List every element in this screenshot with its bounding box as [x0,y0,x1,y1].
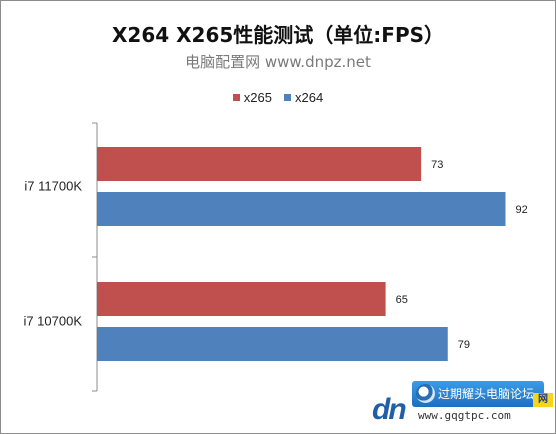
watermark-site-name: 过期耀头电脑论坛 [438,387,535,401]
legend-label-x264: x264 [295,90,324,105]
chart-title: X264 X265性能测试（单位:FPS） [111,23,445,47]
watermark-url[interactable]: www.gqgtpc.com [418,409,511,422]
legend-swatch-x264 [284,94,291,101]
watermark-emblem-icon [416,384,435,403]
category-label-2: i7 10700K [23,314,82,329]
watermark-logo: dn [372,393,407,426]
legend-label-x265: x265 [243,90,272,105]
forum-watermark: dn 过期耀头电脑论坛 网 www.gqgtpc.com [372,379,554,431]
bar-x264-1 [97,192,506,226]
watermark-badge: 网 [533,393,553,407]
data-label-x264-1: 92 [515,204,527,216]
bar-x265-2 [97,282,386,316]
legend-item-x264: x264 [284,90,323,105]
category-label-1: i7 11700K [24,179,82,194]
data-label-x265-1: 73 [431,159,443,171]
legend-swatch-x265 [232,94,240,101]
chart-subtitle: 电脑配置网 www.dnpz.net [185,53,371,71]
data-label-x265-2: 65 [396,294,408,306]
legend-item-x265: x265 [232,90,272,105]
data-label-x264-2: 79 [458,339,470,351]
bar-x265-1 [97,147,422,181]
chart-legend: x265 x264 [1,90,555,105]
bar-x264-2 [97,327,448,361]
